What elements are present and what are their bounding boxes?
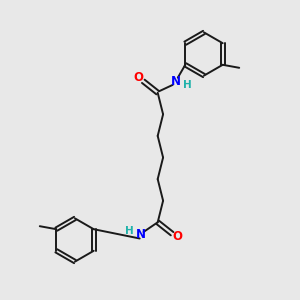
Text: H: H <box>125 226 134 236</box>
Text: N: N <box>136 228 146 242</box>
Text: O: O <box>172 230 182 243</box>
Text: N: N <box>171 75 181 88</box>
Text: H: H <box>183 80 192 90</box>
Text: O: O <box>134 71 144 84</box>
